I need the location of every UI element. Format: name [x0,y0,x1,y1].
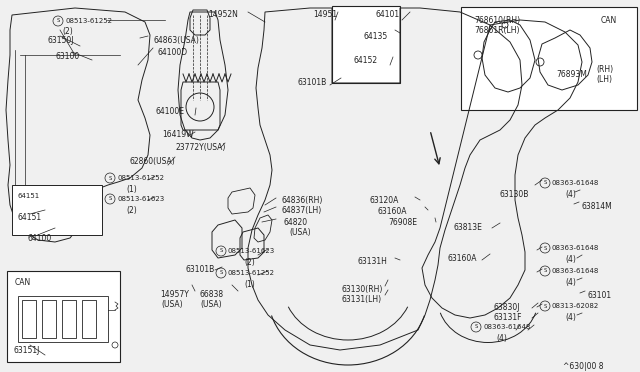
Bar [62,300,76,338]
Text: (4): (4) [565,278,576,287]
Text: 14951: 14951 [313,10,337,19]
Text: 08513-61252: 08513-61252 [117,175,164,181]
Text: S: S [543,269,547,273]
Text: 16419W: 16419W [162,130,194,139]
Text: 63101B: 63101B [297,78,326,87]
Text: 64837(LH): 64837(LH) [282,206,323,215]
Text: 08313-62082: 08313-62082 [552,303,599,309]
Text: 63131(LH): 63131(LH) [341,295,381,304]
Text: CAN: CAN [601,16,617,25]
Text: (USA): (USA) [200,300,221,309]
Text: 63150J: 63150J [47,36,74,45]
Text: (4): (4) [496,334,507,343]
Text: 76861R(LH): 76861R(LH) [474,26,520,35]
Text: 64151: 64151 [17,213,41,222]
Text: (2): (2) [126,206,137,215]
Text: 63131F: 63131F [493,313,522,322]
Text: 63131H: 63131H [357,257,387,266]
Text: 08513-61623: 08513-61623 [228,248,275,254]
Bar [7,271,120,362]
Text: 63130(RH): 63130(RH) [341,285,382,294]
Text: S: S [474,324,477,330]
Text: 66838: 66838 [200,290,224,299]
Text: S: S [543,304,547,308]
Text: 64101: 64101 [375,10,399,19]
Text: S: S [108,196,112,202]
Text: 64135: 64135 [363,32,387,41]
Bar [82,300,96,338]
Text: (2): (2) [62,27,73,36]
Text: S: S [543,180,547,186]
Text: 08513-61252: 08513-61252 [228,270,275,276]
Text: 08513-61252: 08513-61252 [65,18,112,24]
Text: 63101B: 63101B [185,265,214,274]
Text: S: S [543,246,547,250]
Text: 62860(USA): 62860(USA) [130,157,176,166]
Text: (4): (4) [565,255,576,264]
Text: S: S [108,176,112,180]
Text: (2): (2) [244,258,255,267]
Text: 64836(RH): 64836(RH) [282,196,323,205]
Text: 76893M: 76893M [556,70,587,79]
Text: (RH): (RH) [596,65,613,74]
Text: (4): (4) [565,313,576,322]
Text: 63100: 63100 [55,52,79,61]
Text: 08513-61623: 08513-61623 [117,196,164,202]
Text: 63813E: 63813E [454,223,483,232]
Text: 63120A: 63120A [370,196,399,205]
Bar [22,300,36,338]
Text: 63814M: 63814M [581,202,612,211]
Bar [332,6,400,83]
Text: 63160A: 63160A [447,254,477,263]
Text: 63101: 63101 [587,291,611,300]
Text: 768610(RH): 768610(RH) [474,16,520,25]
Text: 23772Y(USA): 23772Y(USA) [176,143,227,152]
Text: CAN: CAN [15,278,31,287]
Text: 76908E: 76908E [388,218,417,227]
Text: 64100E: 64100E [155,107,184,116]
Text: 63151J: 63151J [13,346,40,355]
Text: 63160A: 63160A [377,207,406,216]
Text: (4): (4) [565,190,576,199]
Text: 64100D: 64100D [157,48,187,57]
Text: S: S [220,248,223,253]
Text: (1): (1) [126,185,137,194]
Text: (1): (1) [244,280,255,289]
Text: 64151: 64151 [17,193,39,199]
Text: S: S [56,19,60,23]
Text: 08363-61648: 08363-61648 [552,268,600,274]
Text: 63830J: 63830J [493,303,520,312]
Text: 14957Y: 14957Y [160,290,189,299]
Text: 64100: 64100 [28,234,52,243]
Bar [42,300,56,338]
Text: (USA): (USA) [161,300,182,309]
Text: 08363-61648: 08363-61648 [552,245,600,251]
Text: 63130B: 63130B [500,190,529,199]
Text: ^630|00 8: ^630|00 8 [563,362,604,371]
Text: 64820: 64820 [283,218,307,227]
Bar [461,7,637,110]
Text: (LH): (LH) [596,75,612,84]
Text: 64152: 64152 [353,56,377,65]
Text: 08363-61648: 08363-61648 [483,324,531,330]
Text: 08363-61648: 08363-61648 [552,180,600,186]
Bar [12,185,102,235]
Text: 64863(USA): 64863(USA) [153,36,199,45]
Text: 14952N: 14952N [208,10,238,19]
Bar [18,296,108,342]
Text: (USA): (USA) [289,228,310,237]
Text: S: S [220,270,223,276]
